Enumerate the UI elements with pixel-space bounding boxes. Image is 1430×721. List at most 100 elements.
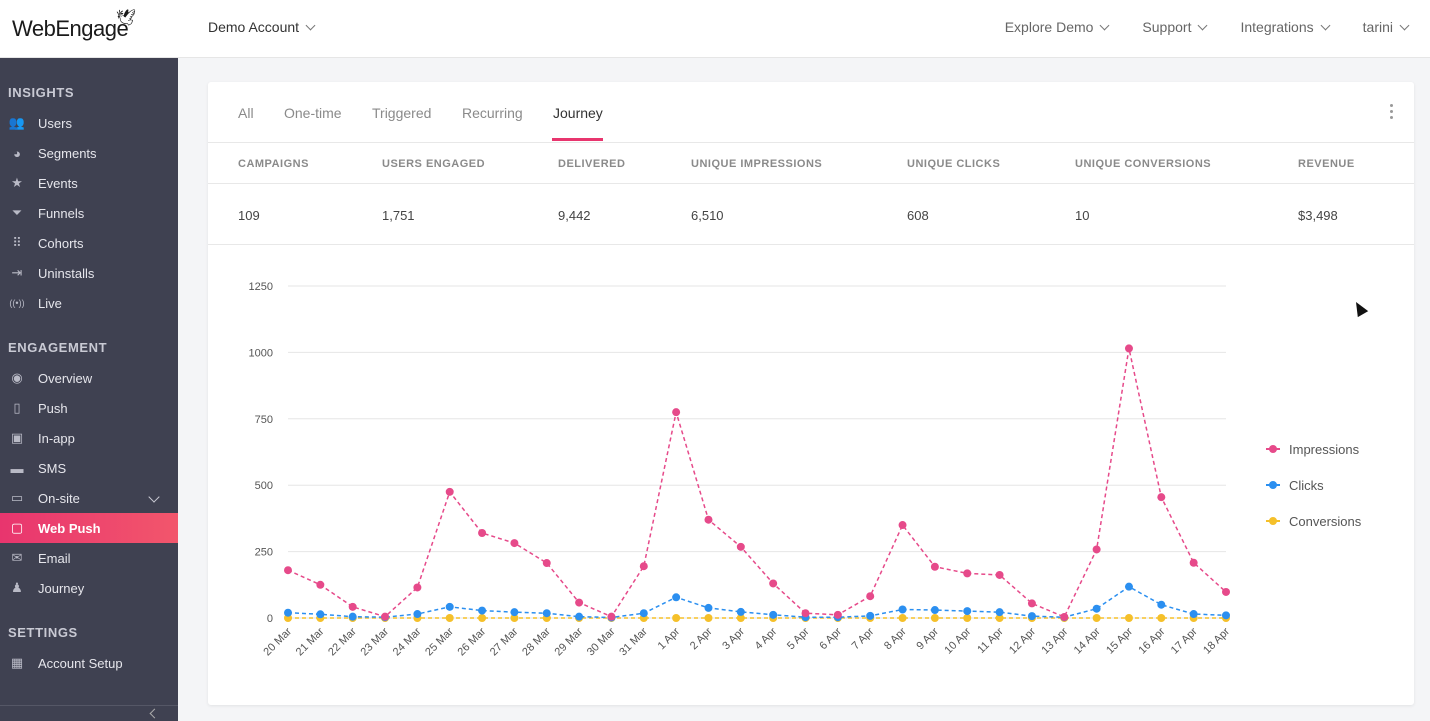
data-point-impressions[interactable] <box>866 592 875 601</box>
chevron-down-icon[interactable] <box>148 491 160 503</box>
data-point-clicks[interactable] <box>348 612 357 621</box>
sidebar-item-funnels[interactable]: ⏷ Funnels <box>0 198 178 228</box>
data-point-impressions[interactable] <box>381 612 390 621</box>
sidebar-item-overview[interactable]: ◉ Overview <box>0 363 178 393</box>
sidebar-item-uninstalls[interactable]: ⇥ Uninstalls <box>0 258 178 288</box>
sidebar-item-in-app[interactable]: ▣ In-app <box>0 423 178 453</box>
data-point-clicks[interactable] <box>963 607 972 616</box>
data-point-clicks[interactable] <box>316 610 325 619</box>
data-point-impressions[interactable] <box>413 583 422 592</box>
data-point-impressions[interactable] <box>995 570 1004 579</box>
data-point-impressions[interactable] <box>1124 344 1133 353</box>
data-point-clicks[interactable] <box>1157 600 1166 609</box>
data-point-conversions[interactable] <box>672 614 681 622</box>
data-point-clicks[interactable] <box>898 605 907 614</box>
data-point-conversions[interactable] <box>1124 614 1133 622</box>
data-point-impressions[interactable] <box>833 610 842 619</box>
data-point-clicks[interactable] <box>1027 612 1036 621</box>
sidebar-item-email[interactable]: ✉ Email <box>0 543 178 573</box>
account-switcher[interactable]: Demo Account <box>208 19 316 35</box>
data-point-impressions[interactable] <box>801 609 810 618</box>
data-point-clicks[interactable] <box>575 612 584 621</box>
data-point-clicks[interactable] <box>704 603 713 612</box>
nav-explore-demo[interactable]: Explore Demo <box>1005 19 1110 35</box>
data-point-impressions[interactable] <box>704 515 713 524</box>
data-point-clicks[interactable] <box>510 608 519 617</box>
legend-item-impressions[interactable]: Impressions <box>1266 431 1361 467</box>
data-point-impressions[interactable] <box>898 521 907 530</box>
data-point-impressions[interactable] <box>1027 599 1036 608</box>
sidebar-item-journey[interactable]: ♟ Journey <box>0 573 178 603</box>
data-point-impressions[interactable] <box>542 559 551 568</box>
data-point-clicks[interactable] <box>1124 582 1133 591</box>
data-point-clicks[interactable] <box>445 602 454 611</box>
data-point-clicks[interactable] <box>769 610 778 619</box>
data-point-impressions[interactable] <box>445 487 454 496</box>
data-point-conversions[interactable] <box>1157 614 1166 622</box>
data-point-clicks[interactable] <box>930 606 939 615</box>
data-point-conversions[interactable] <box>930 614 939 622</box>
legend-item-clicks[interactable]: Clicks <box>1266 467 1361 503</box>
data-point-clicks[interactable] <box>866 611 875 620</box>
more-options-icon[interactable] <box>1390 104 1394 119</box>
data-point-impressions[interactable] <box>1092 545 1101 554</box>
data-point-conversions[interactable] <box>898 614 907 622</box>
data-point-conversions[interactable] <box>510 614 519 622</box>
data-point-impressions[interactable] <box>1222 587 1230 596</box>
data-point-conversions[interactable] <box>736 614 745 622</box>
data-point-impressions[interactable] <box>1157 493 1166 502</box>
data-point-impressions[interactable] <box>769 579 778 588</box>
data-point-impressions[interactable] <box>736 542 745 551</box>
data-point-impressions[interactable] <box>1189 558 1198 567</box>
tab-all[interactable]: All <box>238 105 254 121</box>
data-point-impressions[interactable] <box>672 408 681 417</box>
sidebar-item-on-site[interactable]: ▭ On-site <box>0 483 178 513</box>
data-point-clicks[interactable] <box>284 608 292 617</box>
nav-user-menu[interactable]: tarini <box>1363 19 1410 35</box>
data-point-clicks[interactable] <box>1222 611 1230 620</box>
sidebar-item-events[interactable]: ★ Events <box>0 168 178 198</box>
data-point-impressions[interactable] <box>510 539 519 548</box>
data-point-conversions[interactable] <box>704 614 713 622</box>
data-point-conversions[interactable] <box>445 614 454 622</box>
data-point-impressions[interactable] <box>478 529 487 538</box>
data-point-impressions[interactable] <box>930 562 939 571</box>
sidebar-item-sms[interactable]: ▬ SMS <box>0 453 178 483</box>
data-point-clicks[interactable] <box>1092 604 1101 613</box>
data-point-conversions[interactable] <box>478 614 487 622</box>
data-point-impressions[interactable] <box>1060 612 1069 621</box>
tab-recurring[interactable]: Recurring <box>462 105 523 121</box>
data-point-impressions[interactable] <box>348 602 357 611</box>
sidebar-item-segments[interactable]: ◕ Segments <box>0 138 178 168</box>
data-point-impressions[interactable] <box>284 566 292 575</box>
data-point-clicks[interactable] <box>672 593 681 602</box>
nav-integrations[interactable]: Integrations <box>1240 19 1331 35</box>
sidebar-item-users[interactable]: 👥 Users <box>0 108 178 138</box>
nav-support[interactable]: Support <box>1142 19 1208 35</box>
data-point-impressions[interactable] <box>607 612 616 621</box>
sidebar-item-live[interactable]: ((•)) Live <box>0 288 178 318</box>
data-point-conversions[interactable] <box>995 614 1004 622</box>
data-point-clicks[interactable] <box>639 609 648 618</box>
data-point-clicks[interactable] <box>542 609 551 618</box>
data-point-impressions[interactable] <box>639 562 648 571</box>
sidebar-item-cohorts[interactable]: ⠿ Cohorts <box>0 228 178 258</box>
tab-journey[interactable]: Journey <box>553 105 603 121</box>
data-point-conversions[interactable] <box>963 614 972 622</box>
data-point-clicks[interactable] <box>478 606 487 615</box>
data-point-clicks[interactable] <box>736 607 745 616</box>
data-point-impressions[interactable] <box>963 569 972 578</box>
webengage-logo[interactable]: WebEngage 🕊 <box>12 10 136 46</box>
sidebar-item-push[interactable]: ▯ Push <box>0 393 178 423</box>
tab-triggered[interactable]: Triggered <box>372 105 432 121</box>
legend-item-conversions[interactable]: Conversions <box>1266 503 1361 539</box>
tab-one-time[interactable]: One-time <box>284 105 342 121</box>
data-point-conversions[interactable] <box>1092 614 1101 622</box>
data-point-clicks[interactable] <box>413 610 422 619</box>
data-point-clicks[interactable] <box>995 608 1004 617</box>
data-point-impressions[interactable] <box>575 598 584 607</box>
data-point-impressions[interactable] <box>316 580 325 589</box>
sidebar-item-web-push[interactable]: ▢ Web Push <box>0 513 178 543</box>
sidebar-item-account-setup[interactable]: ▦ Account Setup <box>0 648 178 678</box>
sidebar-collapse[interactable] <box>0 705 178 721</box>
